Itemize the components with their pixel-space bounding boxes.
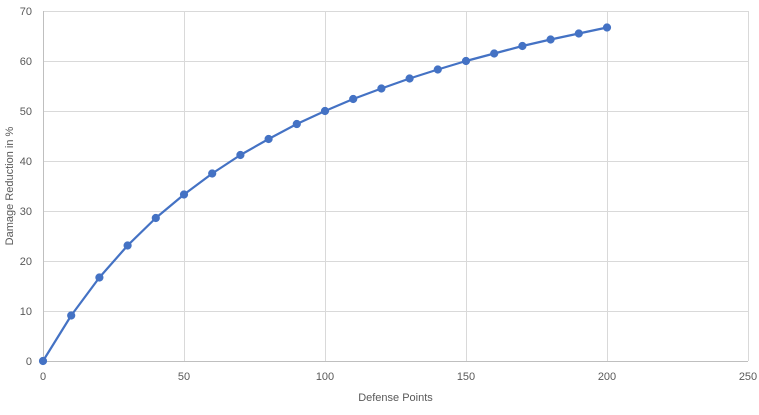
data-point bbox=[236, 150, 245, 160]
y-tick-label: 70 bbox=[20, 6, 32, 18]
data-point bbox=[179, 190, 189, 199]
grid-layer bbox=[43, 11, 749, 361]
data-point bbox=[208, 169, 217, 178]
data-point bbox=[405, 74, 414, 83]
x-axis-title: Defense Points bbox=[358, 392, 433, 404]
y-tick-label: 40 bbox=[20, 156, 32, 168]
y-tick-label: 20 bbox=[20, 256, 32, 268]
data-point bbox=[546, 35, 555, 44]
x-tick-label: 100 bbox=[316, 371, 334, 383]
y-tick-label: 0 bbox=[26, 356, 32, 368]
axis-layer bbox=[43, 11, 748, 362]
data-point bbox=[320, 106, 330, 116]
data-point bbox=[292, 119, 301, 129]
data-point bbox=[349, 94, 358, 104]
data-point bbox=[574, 29, 583, 38]
x-tick-label: 200 bbox=[598, 371, 616, 383]
data-point bbox=[518, 41, 527, 51]
data-point bbox=[95, 273, 104, 282]
y-axis-title: Damage Reduction in % bbox=[4, 126, 16, 245]
y-tick-label: 30 bbox=[20, 206, 32, 218]
data-point bbox=[264, 134, 273, 144]
data-point bbox=[123, 241, 132, 250]
x-tick-label: 50 bbox=[178, 371, 190, 383]
series-layer bbox=[38, 23, 612, 366]
data-point bbox=[490, 49, 499, 58]
y-tick-label: 50 bbox=[20, 106, 32, 118]
data-point bbox=[38, 356, 48, 366]
x-tick-label: 0 bbox=[40, 371, 46, 383]
data-point bbox=[602, 23, 612, 32]
data-point bbox=[151, 213, 160, 223]
tick-labels: 0 10 20 30 40 50 60 70 0 50 100 150 200 250 bbox=[20, 6, 757, 383]
y-tick-label: 60 bbox=[20, 56, 32, 68]
data-point bbox=[461, 56, 471, 66]
data-point bbox=[67, 311, 76, 320]
y-tick-label: 10 bbox=[20, 306, 32, 318]
data-point bbox=[377, 84, 386, 93]
x-tick-label: 150 bbox=[457, 371, 475, 383]
x-tick-label: 250 bbox=[739, 371, 757, 383]
data-point bbox=[433, 65, 442, 74]
